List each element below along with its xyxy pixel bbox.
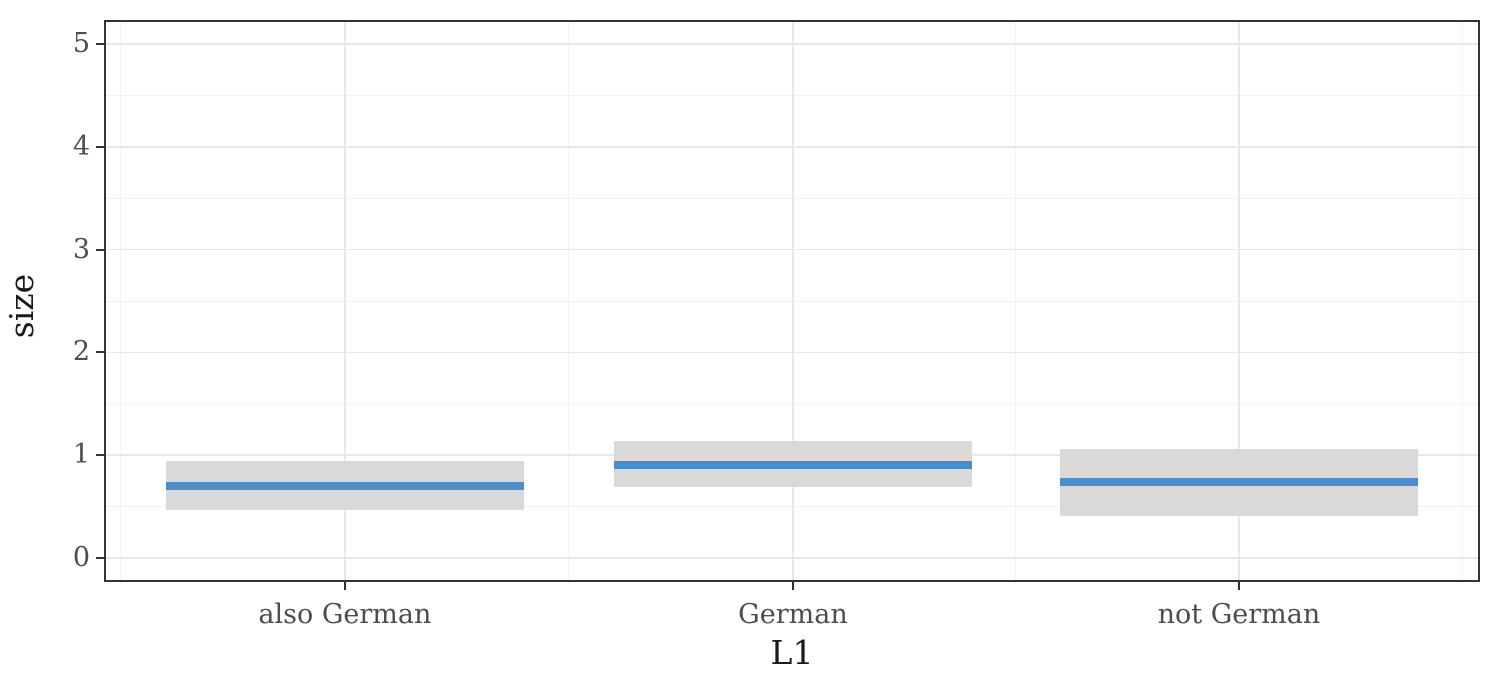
y-tick-label: 5 bbox=[72, 28, 90, 60]
y-gridline-major bbox=[105, 146, 1479, 148]
x-axis-title: L1 bbox=[770, 633, 814, 672]
x-gridline-minor bbox=[120, 21, 122, 581]
y-tick-label: 0 bbox=[72, 541, 90, 573]
x-tick-label: also German bbox=[258, 599, 432, 630]
x-gridline-major bbox=[344, 21, 346, 581]
y-tick-mark bbox=[96, 556, 105, 559]
x-gridline-minor bbox=[1462, 21, 1464, 581]
x-gridline-major bbox=[792, 21, 794, 581]
x-tick-label: not German bbox=[1157, 599, 1321, 630]
y-tick-label: 4 bbox=[72, 130, 90, 162]
estimate-line bbox=[1059, 477, 1418, 486]
estimate-line bbox=[165, 481, 524, 490]
y-gridline-minor bbox=[105, 94, 1479, 96]
y-tick-label: 3 bbox=[72, 233, 90, 265]
x-tick-mark bbox=[791, 581, 794, 590]
y-gridline-major bbox=[105, 557, 1479, 559]
y-tick-label: 1 bbox=[72, 439, 90, 471]
x-tick-mark bbox=[1237, 581, 1240, 590]
y-gridline-minor bbox=[105, 403, 1479, 405]
x-gridline-major bbox=[1238, 21, 1240, 581]
x-gridline-minor bbox=[568, 21, 570, 581]
y-gridline-minor bbox=[105, 300, 1479, 302]
y-tick-mark bbox=[96, 351, 105, 354]
estimate-line bbox=[613, 461, 972, 470]
y-gridline-major bbox=[105, 248, 1479, 251]
y-tick-mark bbox=[96, 248, 105, 251]
y-gridline-major bbox=[105, 43, 1479, 45]
y-tick-mark bbox=[96, 145, 105, 148]
x-gridline-minor bbox=[1015, 21, 1017, 581]
y-tick-label: 2 bbox=[72, 336, 90, 368]
y-gridline-minor bbox=[105, 506, 1479, 507]
y-tick-mark bbox=[96, 454, 105, 457]
x-tick-mark bbox=[343, 581, 346, 590]
y-gridline-major bbox=[105, 351, 1479, 354]
y-axis-title: size bbox=[2, 273, 41, 339]
y-tick-mark bbox=[96, 43, 105, 46]
x-tick-label: German bbox=[738, 599, 848, 630]
y-gridline-minor bbox=[105, 197, 1479, 199]
